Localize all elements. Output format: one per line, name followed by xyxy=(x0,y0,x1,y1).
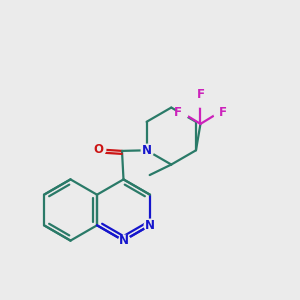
Text: F: F xyxy=(219,106,227,119)
Text: O: O xyxy=(94,143,103,156)
Text: F: F xyxy=(196,88,205,101)
Text: N: N xyxy=(145,219,155,232)
Text: N: N xyxy=(142,144,152,157)
Text: N: N xyxy=(118,234,128,247)
Text: F: F xyxy=(174,106,182,119)
